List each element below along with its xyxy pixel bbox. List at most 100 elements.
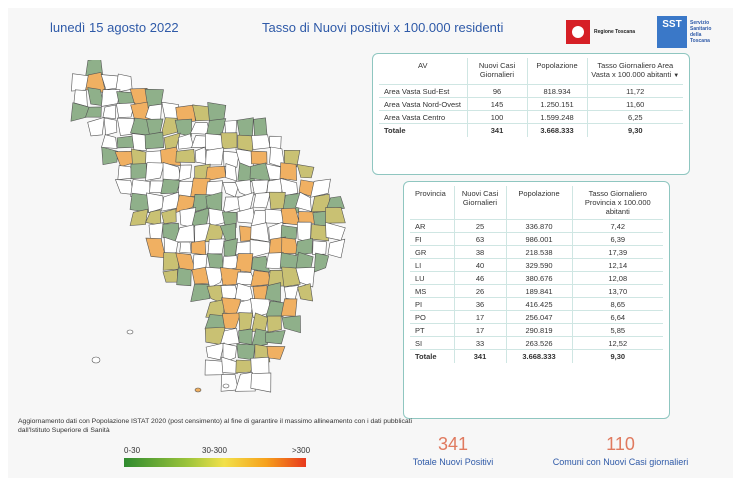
municipality-shape (313, 252, 330, 273)
province-table: Provincia Nuovi Casi Giornalieri Popolaz… (410, 186, 663, 363)
municipality-shape (268, 191, 286, 210)
municipality-shape (144, 131, 165, 150)
av-cell-rate: 6,25 (586, 110, 683, 124)
municipality-shape (101, 134, 118, 149)
municipality-shape (279, 177, 298, 197)
municipality-shape (205, 266, 225, 289)
prov-row: MS 26 189.841 13,70 (410, 284, 663, 298)
prov-cell-rate: 7,42 (571, 219, 663, 233)
tuscany-map (70, 60, 346, 393)
av-cell-name: Area Vasta Nord-Ovest (379, 97, 467, 111)
prov-cell-cases: 46 (453, 271, 506, 285)
municipality-shape (160, 117, 178, 137)
prov-cell-rate: 12,14 (571, 258, 663, 272)
municipality-shape (310, 178, 331, 198)
prov-cell-name: SI (410, 336, 454, 350)
municipality-shape (192, 193, 211, 213)
municipality-shape (251, 328, 269, 348)
municipality-shape (71, 73, 91, 92)
municipality-shape (205, 342, 225, 361)
municipality-shape (297, 283, 314, 302)
prov-cell-cases: 36 (453, 297, 506, 311)
municipality-shape (236, 117, 254, 138)
municipality-shape (280, 298, 298, 317)
legend-color-bar (124, 458, 306, 467)
municipality-shape (295, 266, 316, 288)
prov-cell-cases: 38 (453, 245, 506, 259)
prov-cell-name: AR (410, 219, 454, 233)
av-cell-name: Totale (379, 123, 467, 137)
municipality-shape (208, 208, 225, 228)
municipality-shape (234, 372, 256, 392)
prov-cell-pop: 336.870 (505, 219, 572, 233)
municipality-shape (250, 270, 271, 287)
av-cell-rate: 11,72 (586, 84, 683, 98)
municipality-shape (163, 236, 179, 257)
av-row: Area Vasta Sud-Est 96 818.934 11,72 (379, 84, 683, 98)
prov-cell-name: GR (410, 245, 454, 259)
municipality-shape (129, 208, 149, 226)
prov-cell-cases: 25 (453, 219, 506, 233)
municipality-shape (116, 102, 136, 118)
sort-arrow-icon[interactable]: ▼ (673, 73, 680, 79)
municipality-shape (266, 345, 286, 360)
municipality-shape (238, 312, 254, 332)
municipality-shape (175, 104, 196, 124)
municipality-shape (281, 315, 301, 334)
municipality-shape (162, 222, 180, 243)
municipality-shape (310, 224, 329, 242)
prov-cell-cases: 63 (453, 232, 506, 246)
prov-cell-name: FI (410, 232, 454, 246)
prov-cell-cases: 341 (453, 349, 506, 363)
municipality-shape (235, 359, 257, 374)
prov-cell-rate: 5,85 (571, 323, 663, 337)
av-cell-pop: 1.250.151 (526, 97, 587, 111)
island-shape (91, 356, 101, 364)
kpi-total-positives-label: Totale Nuovi Positivi (412, 457, 494, 467)
av-cell-name: Area Vasta Centro (379, 110, 467, 124)
municipality-shape (281, 266, 301, 288)
municipality-shape (250, 222, 270, 243)
av-header-name: AV (418, 61, 428, 70)
municipality-shape (238, 328, 253, 345)
regione-toscana-text: Regione Toscana (594, 29, 636, 35)
av-cell-cases: 96 (466, 84, 527, 98)
prov-cell-name: LI (410, 258, 454, 272)
kpi-total-positives-value: 341 (437, 434, 469, 454)
municipality-shape (225, 163, 238, 182)
municipality-shape (87, 116, 105, 137)
prov-header-pop: Popolazione (505, 186, 572, 220)
prov-cell-rate: 9,30 (571, 349, 663, 363)
prov-row: SI 33 263.526 12,52 (410, 336, 663, 350)
report-title: Tasso di Nuovi positivi x 100.000 reside… (262, 20, 504, 35)
prov-cell-rate: 6,39 (571, 232, 663, 246)
prov-row: GR 38 218.538 17,39 (410, 245, 663, 259)
regione-toscana-emblem-icon (566, 20, 590, 44)
report-date: lunedì 15 agosto 2022 (50, 20, 179, 35)
municipality-shape (283, 150, 301, 168)
prov-cell-pop: 189.841 (505, 284, 572, 298)
prov-cell-name: PT (410, 323, 454, 337)
sst-emblem-icon: SST (657, 16, 687, 48)
prov-cell-name: Totale (410, 349, 454, 363)
municipality-shape (101, 146, 119, 166)
municipality-shape (179, 241, 192, 254)
municipality-shape (175, 149, 196, 163)
municipality-shape (249, 239, 271, 259)
av-header-rate[interactable]: Tasso Giornaliero Area Vasta x 100.000 a… (586, 58, 683, 85)
prov-cell-rate: 6,64 (571, 310, 663, 324)
prov-cell-cases: 40 (453, 258, 506, 272)
municipality-shape (207, 238, 225, 255)
prov-total-row: Totale 341 3.668.333 9,30 (410, 349, 663, 363)
municipality-shape (85, 106, 102, 118)
data-update-note: Aggiornamento dati con Popolazione ISTAT… (18, 418, 413, 434)
municipality-shape (296, 164, 315, 179)
av-cell-pop: 1.599.248 (526, 110, 587, 124)
municipality-shape (174, 118, 192, 137)
av-header-rate-label: Tasso Giornaliero Area Vasta x 100.000 a… (591, 61, 674, 79)
municipality-shape (250, 150, 268, 165)
kpi-comuni-label: Comuni con Nuovi Casi giornalieri (552, 457, 689, 467)
prov-cell-pop: 290.819 (505, 323, 572, 337)
municipality-shape (221, 356, 240, 374)
municipality-shape (131, 133, 149, 151)
